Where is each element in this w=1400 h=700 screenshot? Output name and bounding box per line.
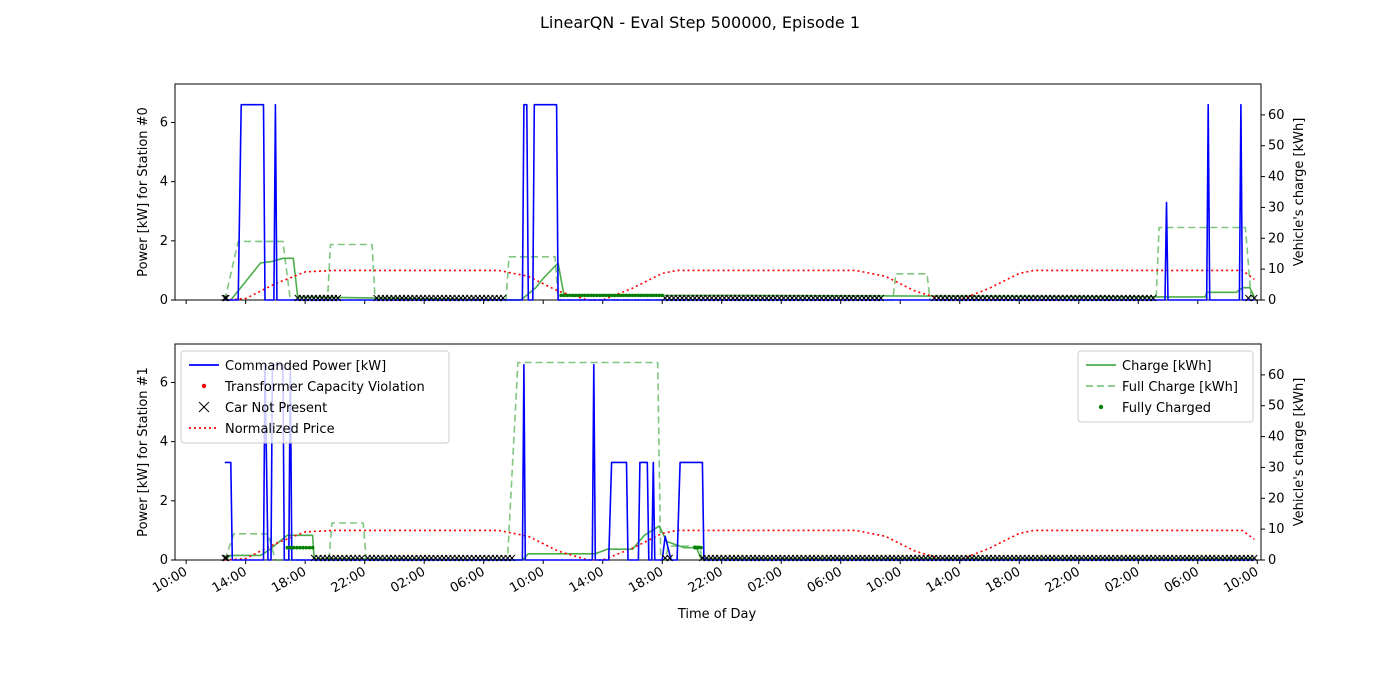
x-tick-label: 10:00: [864, 564, 904, 596]
car-not-present-markers: [1245, 294, 1258, 302]
x-tick-label: 18:00: [626, 564, 666, 596]
x-axis-label: Time of Day: [677, 607, 757, 622]
y-right-axis-label: Vehicle's charge [kWh]: [1292, 118, 1307, 267]
y-right-tick-label: 0: [1268, 553, 1276, 568]
x-tick-label: 22:00: [1043, 564, 1083, 596]
x-tick-label: 14:00: [924, 564, 964, 596]
legend-entry-full: Full Charge [kWh]: [1086, 380, 1238, 395]
car-not-present-markers: [699, 554, 1258, 562]
car-not-present-markers: [221, 294, 230, 302]
legend-label: Car Not Present: [225, 401, 327, 416]
legend-left: Commanded Power [kW] Transformer Capacity…: [180, 350, 450, 444]
car-not-present-markers: [931, 294, 1157, 302]
y-tick-label: 6: [160, 115, 168, 130]
y-right-tick-label: 0: [1268, 293, 1276, 308]
car-not-present-markers: [364, 554, 516, 562]
y-axis-label: Power [kW] for Station #1: [136, 367, 151, 537]
y-tick-label: 2: [160, 234, 168, 249]
car-not-present-markers: [373, 294, 507, 302]
x-tick-label: 10:00: [150, 564, 190, 596]
x-tick-label: 22:00: [686, 564, 726, 596]
legend-label: Full Charge [kWh]: [1122, 380, 1238, 395]
y-right-tick-label: 20: [1268, 491, 1285, 506]
legend-entry-violation: Transformer Capacity Violation: [201, 380, 425, 395]
legend-label: Charge [kWh]: [1122, 359, 1212, 374]
y-right-tick-label: 60: [1268, 108, 1285, 123]
x-tick-label: 14:00: [210, 564, 250, 596]
x-tick-label: 18:00: [269, 564, 309, 596]
car-not-present-markers: [221, 554, 230, 562]
x-tick-label: 06:00: [805, 564, 845, 596]
y-axis-label: Power [kW] for Station #0: [136, 107, 151, 277]
car-not-present-markers: [294, 294, 342, 302]
x-tick-label: 02:00: [1102, 564, 1142, 596]
legend-label: Fully Charged: [1122, 401, 1211, 416]
car-not-present-markers: [661, 294, 885, 302]
series-power-line: [224, 363, 1255, 561]
fully-charged-markers: [693, 545, 703, 550]
y-tick-label: 0: [160, 553, 168, 568]
legend-label: Normalized Price: [225, 422, 335, 437]
legend-box: [180, 350, 450, 444]
x-tick-label: 02:00: [388, 564, 428, 596]
y-tick-label: 0: [160, 293, 168, 308]
y-right-tick-label: 30: [1268, 200, 1285, 215]
x-tick-label: 06:00: [448, 564, 488, 596]
y-tick-label: 4: [160, 175, 168, 190]
y-right-tick-label: 30: [1268, 460, 1285, 475]
legend-entry-power: Commanded Power [kW]: [189, 359, 386, 374]
plot-frame: [174, 83, 1262, 301]
fully-charged-markers: [285, 545, 315, 550]
car-not-present-markers: [661, 554, 674, 562]
legend-entry-price: Normalized Price: [189, 422, 335, 437]
series-full-line: [224, 361, 704, 561]
car-not-present-markers: [310, 554, 366, 562]
series-power-line: [224, 103, 1255, 301]
y-right-tick-label: 40: [1268, 430, 1285, 445]
y-right-tick-label: 10: [1268, 262, 1285, 277]
y-right-tick-label: 10: [1268, 522, 1285, 537]
x-tick-label: 10:00: [507, 564, 547, 596]
x-tick-label: 14:00: [567, 564, 607, 596]
series-price-line: [224, 529, 1255, 561]
x-axis-ticks: 10:00 14:00 18:00 22:00 02:00 06:00 10:00 14:00…: [150, 564, 1261, 596]
x-tick-label: 02:00: [745, 564, 785, 596]
fully-charged-markers: [559, 293, 665, 298]
legend-label: Transformer Capacity Violation: [224, 380, 425, 395]
legend-entry-charge: Charge [kWh]: [1086, 359, 1212, 374]
legend-right: Charge [kWh] Full Charge [kWh] Fully Charg…: [1077, 350, 1254, 423]
legend-entry-fully: Fully Charged: [1098, 401, 1211, 416]
x-tick-label: 22:00: [329, 564, 369, 596]
y-tick-label: 2: [160, 494, 168, 509]
y-right-tick-label: 50: [1268, 399, 1285, 414]
y-right-tick-label: 60: [1268, 368, 1285, 383]
y-right-tick-label: 20: [1268, 231, 1285, 246]
y-right-axis-label: Vehicle's charge [kWh]: [1292, 378, 1307, 527]
series-price-line: [224, 269, 1255, 301]
x-tick-label: 18:00: [983, 564, 1023, 596]
chart-title: LinearQN - Eval Step 500000, Episode 1: [540, 13, 860, 32]
legend-label: Commanded Power [kW]: [225, 359, 386, 374]
x-tick-label: 10:00: [1221, 564, 1261, 596]
series-full-line: [224, 226, 1253, 301]
series-charge-line: [224, 257, 1256, 301]
y-tick-label: 6: [160, 375, 168, 390]
y-right-tick-label: 40: [1268, 170, 1285, 185]
legend-entry-absent: Car Not Present: [198, 401, 327, 416]
x-tick-label: 06:00: [1162, 564, 1202, 596]
y-tick-label: 4: [160, 435, 168, 450]
y-right-tick-label: 50: [1268, 139, 1285, 154]
legend-box: [1077, 350, 1254, 423]
